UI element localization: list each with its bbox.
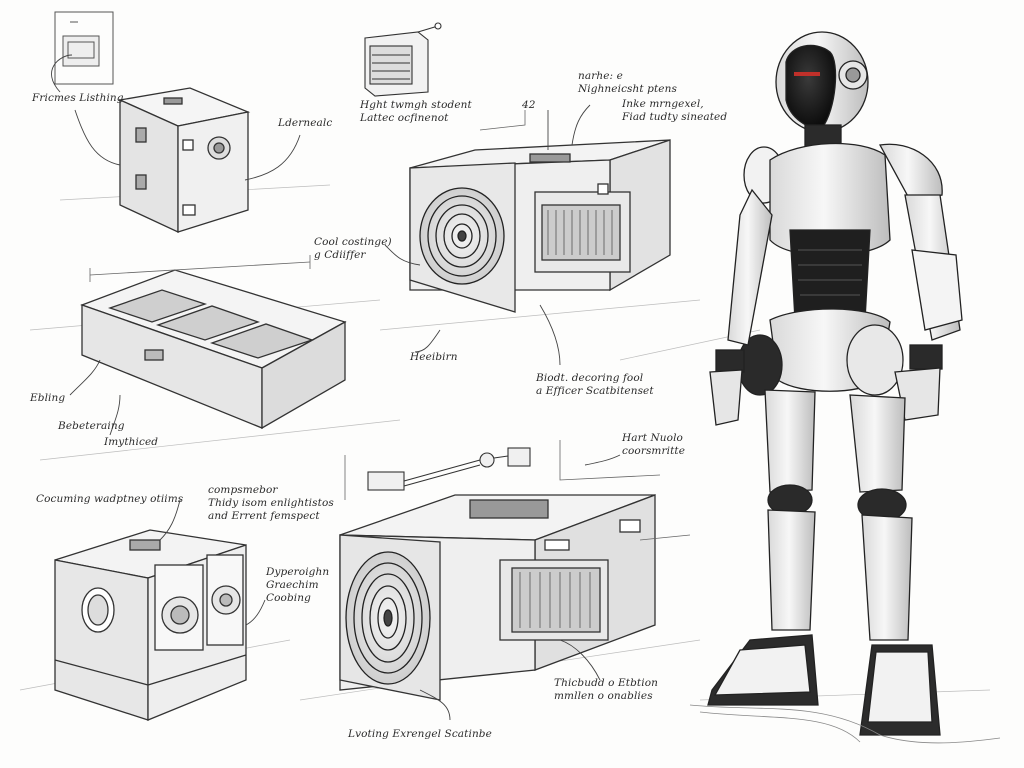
- robot-visor: [785, 44, 837, 129]
- label-bebeteraing: Bebeteraing: [58, 420, 125, 432]
- cooling-unit-center: [409, 139, 671, 313]
- label-dyperoighn: Dyperoighn Graechim Coobing: [266, 566, 330, 604]
- label-biodt: Biodt. decoring fool a Efficer Scatbiten…: [536, 372, 654, 397]
- cooling-unit-bottom: [339, 494, 656, 701]
- tray-unit: [80, 269, 347, 430]
- thumbnail-sketch: [54, 11, 114, 85]
- label-inke: Inke mrngexel, Fiad tudty sineated: [622, 98, 728, 123]
- label-cool-costinge: Cool costinge) g Cdiiffer: [314, 236, 392, 261]
- robot-figure: [707, 31, 963, 736]
- label-hart-nuolo: Hart Nuolo coorsmritte: [622, 432, 686, 457]
- label-narhe: narhe: e Nighneicsht ptens: [578, 70, 677, 95]
- fan-grille: [419, 187, 505, 285]
- leader-lines: [51, 54, 621, 721]
- pipe-connector: [367, 447, 531, 491]
- label-ldernealc: Ldernealc: [278, 117, 333, 129]
- label-imythiced: Imythiced: [104, 436, 159, 448]
- label-hght-twmgh: Hght twmgh stodent Lattec ocfinenot: [360, 99, 472, 124]
- label-cocuming: Cocuming wadptney otiims: [36, 493, 184, 505]
- label-thicbudd: Thicbudd o Etbtion mmllen o onablies: [554, 677, 658, 702]
- fan-grille-bottom: [345, 551, 431, 685]
- label-compsmebor: compsmebor Thidy isom enlightistos and E…: [208, 484, 334, 522]
- label-fricmes: Fricmes Listhing: [32, 92, 124, 104]
- label-heeibirn: Heeibirn: [410, 351, 458, 363]
- floor-scribble: [689, 704, 1001, 744]
- heat-exchanger-small: [364, 22, 442, 97]
- label-mark-42: 42: [522, 99, 536, 111]
- cube-unit-top-left: [117, 87, 251, 234]
- label-lvoting: Lvoting Exrengel Scatinbe: [348, 728, 492, 740]
- dimension-lines: [89, 110, 691, 541]
- label-ebling: Ebling: [30, 392, 66, 404]
- cube-unit-bottom-left: [54, 529, 247, 721]
